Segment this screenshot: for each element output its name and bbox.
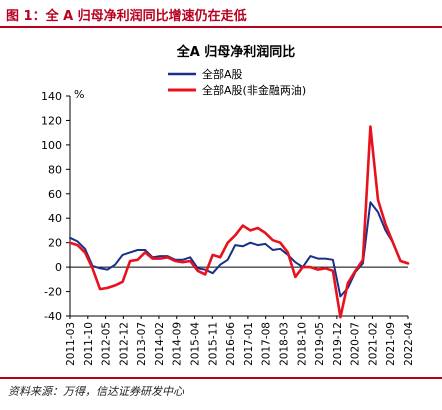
figure-header: 图 1：全 A 归母净利润同比增速仍在走低: [0, 0, 442, 26]
y-tick-label: 0: [55, 261, 62, 274]
y-tick-label: 140: [41, 90, 62, 103]
x-tick-label: 2013-07: [136, 322, 148, 366]
series-line-0: [69, 201, 409, 298]
y-tick-label: -40: [44, 310, 62, 323]
x-tick-label: 2017-01: [243, 322, 255, 366]
y-tick-label: 40: [48, 212, 62, 225]
x-tick-label: 2021-09: [385, 322, 397, 366]
figure-title: 图 1：全 A 归母净利润同比增速仍在走低: [6, 9, 247, 24]
y-tick-label: 80: [48, 163, 62, 176]
x-tick-label: 2020-07: [350, 322, 362, 366]
footer-rule: [0, 377, 442, 379]
x-tick-label: 2017-08: [261, 322, 273, 366]
x-tick-label: 2019-05: [314, 322, 326, 366]
y-axis-unit: %: [74, 88, 84, 101]
y-tick-label: 120: [41, 114, 62, 127]
chart-axes: -40 -20 0 20 40 60 80 100 120 140 % 2011-03 2011-10 2…: [41, 88, 415, 366]
x-tick-label: 2012-12: [118, 322, 130, 366]
legend-label-0: 全部A股: [202, 67, 243, 81]
x-tick-label: 2011-10: [83, 322, 95, 366]
header-rule: [0, 26, 442, 28]
x-tick-label: 2019-12: [332, 322, 344, 366]
figure-source: 资料来源：万得，信达证券研发中心: [8, 385, 184, 398]
x-tick-label: 2016-06: [225, 322, 237, 366]
x-tick-label: 2015-11: [207, 322, 219, 366]
chart-title: 全A 归母净利润同比: [176, 44, 296, 60]
y-tick-label: 100: [41, 139, 62, 152]
y-tick-label: -20: [44, 286, 62, 299]
x-tick-label: 2021-02: [367, 322, 379, 366]
x-tick-label: 2014-02: [154, 322, 166, 366]
x-tick-label: 2015-04: [190, 322, 202, 366]
chart-series: [68, 125, 410, 319]
x-tick-label: 2018-10: [296, 322, 308, 366]
series-line-1: [68, 125, 410, 319]
legend-label-1: 全部A股(非金融两油): [202, 83, 306, 97]
x-tick-label: 2012-05: [101, 322, 113, 366]
y-tick-label: 60: [48, 188, 62, 201]
y-tick-label: 20: [48, 237, 62, 250]
x-tick-label: 2018-03: [278, 322, 290, 366]
x-tick-label: 2011-03: [65, 322, 77, 366]
x-tick-label: 2022-04: [403, 322, 415, 366]
x-tick-label: 2014-09: [172, 322, 184, 366]
